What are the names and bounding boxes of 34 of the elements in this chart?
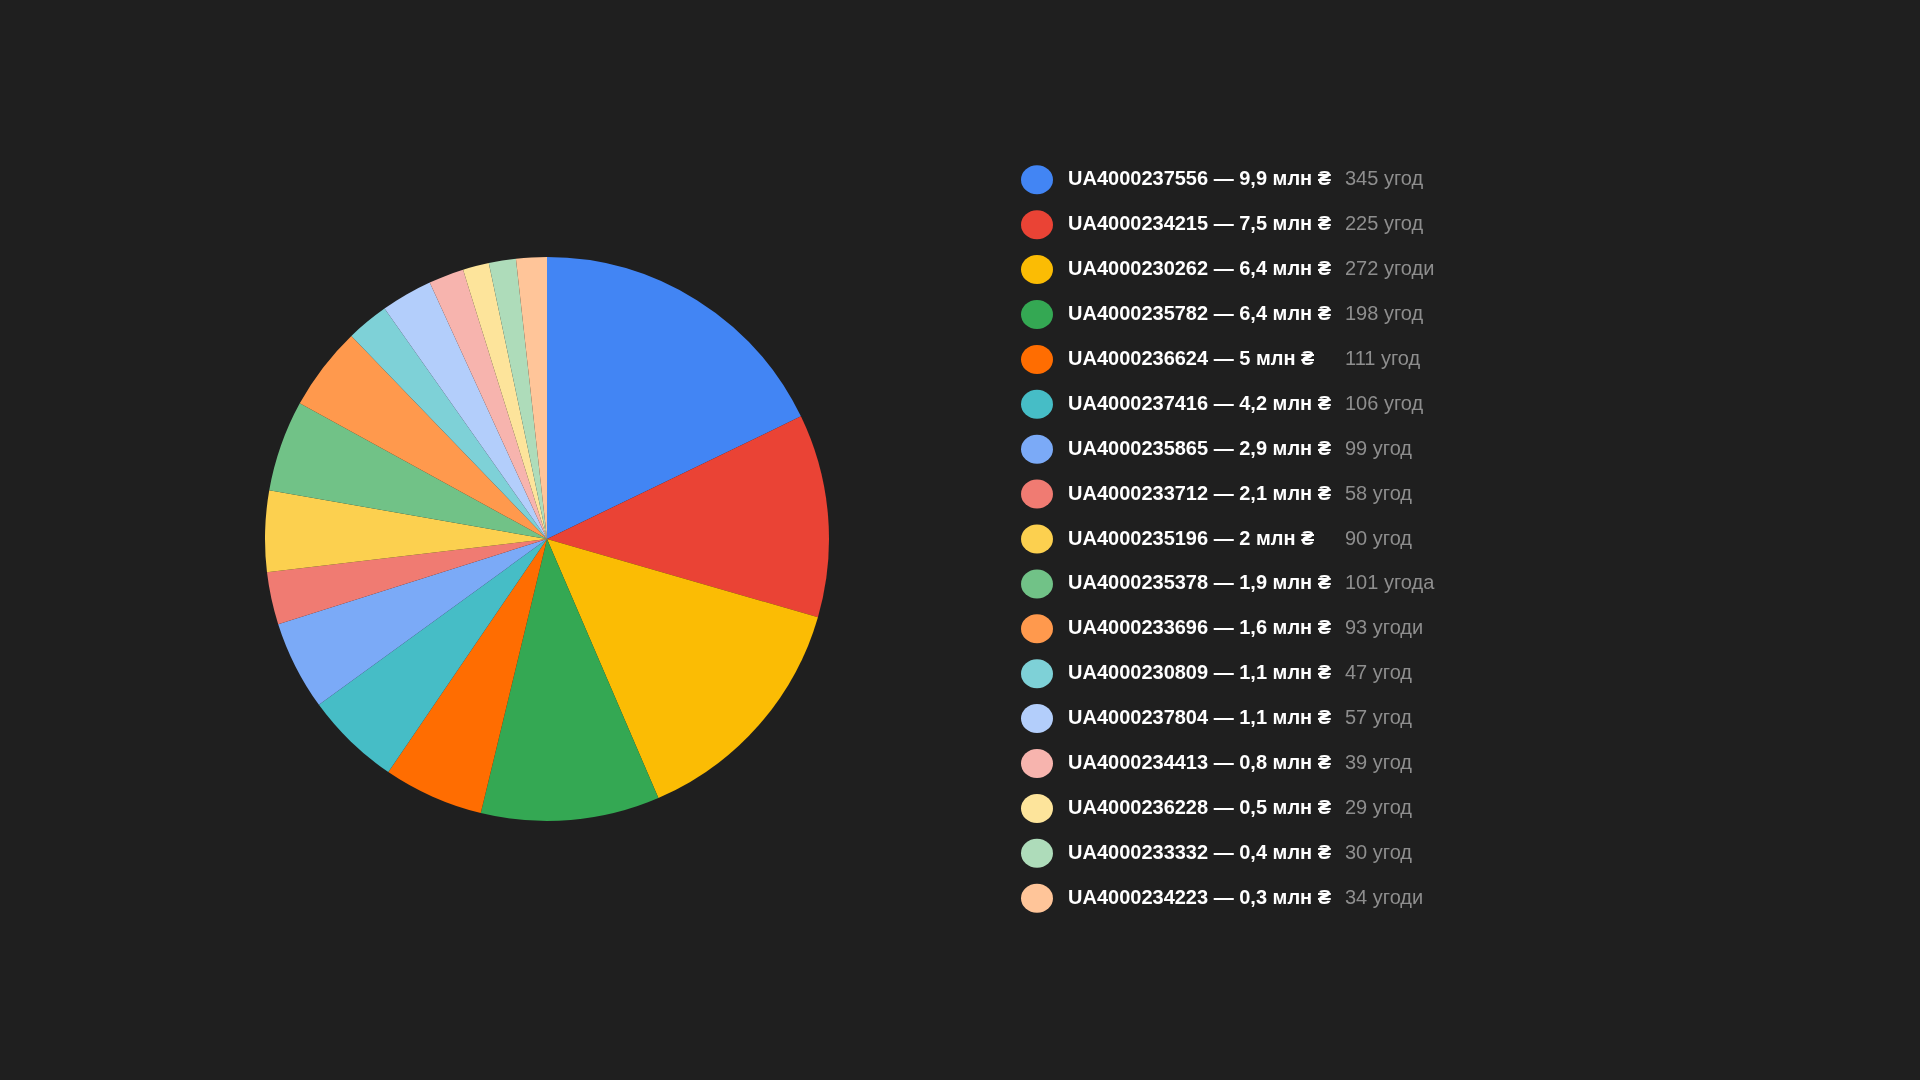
data-label: 57 угод [1345, 706, 1413, 729]
legend-label: UA4000234215 — 7,5 млн ₴ [1068, 212, 1332, 235]
legend-label: UA4000234223 — 0,3 млн ₴ [1068, 885, 1332, 908]
legend-label: UA4000234413 — 0,8 млн ₴ [1068, 751, 1332, 774]
legend-label: UA4000235782 — 6,4 млн ₴ [1068, 302, 1332, 325]
data-label: 58 угод [1345, 481, 1413, 504]
data-label: 47 угод [1345, 661, 1413, 684]
data-label: 111 угод [1345, 346, 1421, 369]
legend-label: UA4000237804 — 1,1 млн ₴ [1068, 706, 1332, 729]
legend-label: UA4000230809 — 1,1 млн ₴ [1068, 661, 1332, 684]
data-label: 30 угод [1345, 840, 1413, 863]
legend-label: UA4000235196 — 2 млн ₴ [1068, 526, 1315, 549]
data-label: 39 угод [1345, 751, 1413, 774]
data-label: 99 угод [1345, 436, 1413, 459]
data-label: 106 угод [1345, 391, 1424, 414]
data-label: 345 угод [1345, 167, 1424, 190]
data-label: 93 угоди [1345, 616, 1424, 639]
legend-label: UA4000236228 — 0,5 млн ₴ [1068, 795, 1332, 818]
legend-label: UA4000233712 — 2,1 млн ₴ [1068, 481, 1332, 504]
data-label: 90 угод [1345, 526, 1413, 549]
data-label: 225 угод [1345, 212, 1424, 235]
legend-label: UA4000237556 — 9,9 млн ₴ [1068, 167, 1332, 190]
data-label: 198 угод [1345, 302, 1424, 325]
data-label: 29 угод [1345, 795, 1413, 818]
legend-label: UA4000235865 — 2,9 млн ₴ [1068, 436, 1332, 459]
legend-label: UA4000230262 — 6,4 млн ₴ [1068, 257, 1332, 280]
legend-label: UA4000236624 — 5 млн ₴ [1068, 346, 1315, 369]
data-label: 101 угода [1345, 571, 1436, 594]
legend-label: UA4000237416 — 4,2 млн ₴ [1068, 391, 1332, 414]
data-label: 34 угоди [1345, 885, 1424, 908]
legend-label: UA4000233696 — 1,6 млн ₴ [1068, 616, 1332, 639]
data-label: 272 угоди [1345, 257, 1435, 280]
legend-label: UA4000233332 — 0,4 млн ₴ [1068, 840, 1332, 863]
legend-label: UA4000235378 — 1,9 млн ₴ [1068, 571, 1332, 594]
